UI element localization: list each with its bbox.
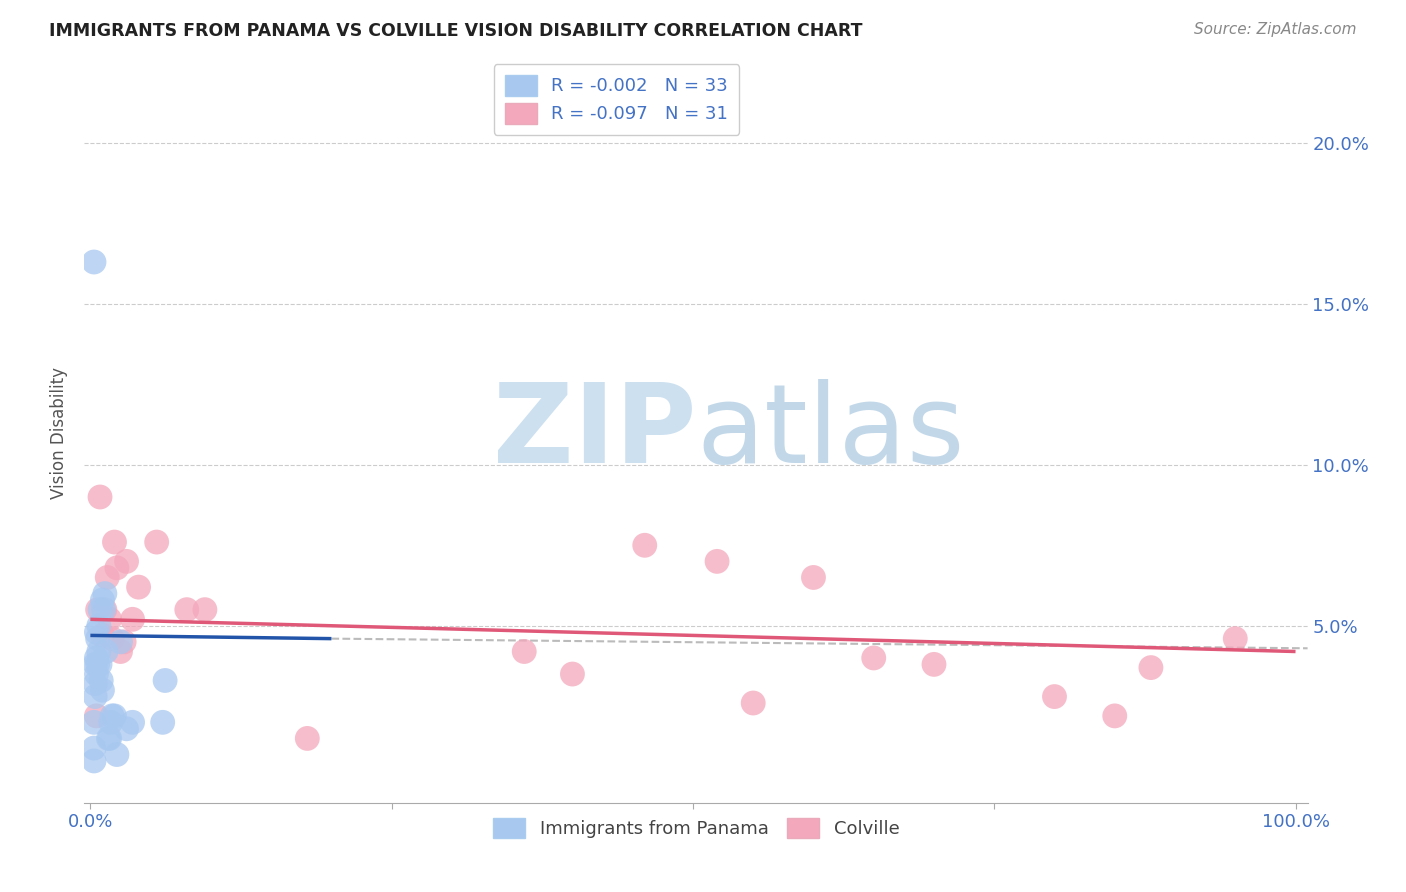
Point	[110, 635, 132, 649]
Text: Source: ZipAtlas.com: Source: ZipAtlas.com	[1194, 22, 1357, 37]
Point	[86, 667, 108, 681]
Point	[94, 644, 117, 658]
Point	[87, 644, 110, 658]
Point	[1140, 660, 1163, 674]
Point	[706, 554, 728, 568]
Point	[83, 741, 105, 756]
Point	[105, 747, 128, 762]
Point	[194, 602, 217, 616]
Text: atlas: atlas	[696, 379, 965, 486]
Point	[98, 612, 121, 626]
Point	[89, 657, 111, 672]
Point	[742, 696, 765, 710]
Point	[87, 619, 110, 633]
Y-axis label: Vision Disability: Vision Disability	[51, 367, 69, 499]
Point	[98, 731, 121, 746]
Point	[97, 731, 120, 746]
Point	[152, 715, 174, 730]
Point	[1104, 709, 1126, 723]
Point	[145, 535, 167, 549]
Point	[634, 538, 657, 552]
Point	[89, 602, 111, 616]
Point	[128, 580, 150, 594]
Point	[89, 490, 111, 504]
Point	[86, 602, 108, 616]
Text: IMMIGRANTS FROM PANAMA VS COLVILLE VISION DISABILITY CORRELATION CHART: IMMIGRANTS FROM PANAMA VS COLVILLE VISIO…	[49, 22, 863, 40]
Point	[84, 657, 107, 672]
Legend: Immigrants from Panama, Colville: Immigrants from Panama, Colville	[485, 810, 907, 846]
Point	[115, 554, 138, 568]
Point	[101, 632, 124, 646]
Point	[86, 657, 108, 672]
Point	[86, 651, 108, 665]
Point	[93, 602, 115, 616]
Point	[176, 602, 198, 616]
Point	[90, 673, 112, 688]
Point	[83, 255, 105, 269]
Point	[91, 683, 114, 698]
Point	[86, 625, 108, 640]
Point	[84, 676, 107, 690]
Point	[110, 644, 132, 658]
Point	[1043, 690, 1066, 704]
Point	[922, 657, 945, 672]
Point	[86, 709, 108, 723]
Point	[297, 731, 319, 746]
Point	[84, 690, 107, 704]
Point	[112, 635, 135, 649]
Point	[121, 715, 143, 730]
Point	[91, 628, 114, 642]
Point	[115, 722, 138, 736]
Point	[96, 570, 118, 584]
Point	[83, 715, 105, 730]
Point	[121, 612, 143, 626]
Point	[1225, 632, 1247, 646]
Point	[561, 667, 583, 681]
Point	[94, 602, 117, 616]
Point	[94, 586, 117, 600]
Point	[153, 673, 176, 688]
Point	[100, 715, 122, 730]
Point	[83, 754, 105, 768]
Text: ZIP: ZIP	[492, 379, 696, 486]
Point	[105, 561, 128, 575]
Point	[103, 535, 125, 549]
Point	[862, 651, 884, 665]
Point	[91, 593, 114, 607]
Point	[803, 570, 825, 584]
Point	[86, 632, 108, 646]
Point	[513, 644, 536, 658]
Point	[103, 709, 125, 723]
Point	[101, 709, 124, 723]
